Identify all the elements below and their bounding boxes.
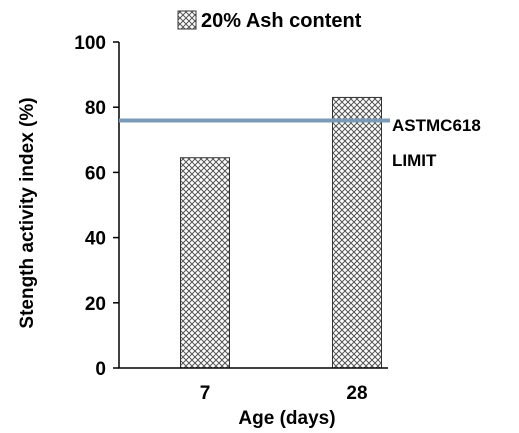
y-tick-label: 60 [85,163,106,184]
x-tick-label: 28 [346,383,367,404]
y-tick-label: 40 [85,229,106,250]
bar-7 [180,157,230,369]
x-axis-title: Age (days) [238,408,335,429]
reference-limit: ASTMC618 LIMIT [119,116,481,170]
y-axis-ticks: 0 20 40 60 80 100 [74,33,119,380]
legend-label: 20% Ash content [201,10,362,32]
y-axis-title: Stength activity index (%) [17,97,38,328]
bars [180,96,382,369]
y-tick-label: 100 [74,33,106,54]
legend-swatch [177,10,197,30]
y-tick-label: 0 [95,359,106,380]
limit-label-line1: ASTMC618 [392,116,481,135]
x-axis-ticks: 7 28 [200,383,368,404]
limit-label-line2: LIMIT [392,151,437,170]
legend: 20% Ash content [177,10,362,32]
x-tick-label: 7 [200,383,211,404]
y-tick-label: 20 [85,294,106,315]
bar-28 [332,96,382,369]
y-tick-label: 80 [85,98,106,119]
